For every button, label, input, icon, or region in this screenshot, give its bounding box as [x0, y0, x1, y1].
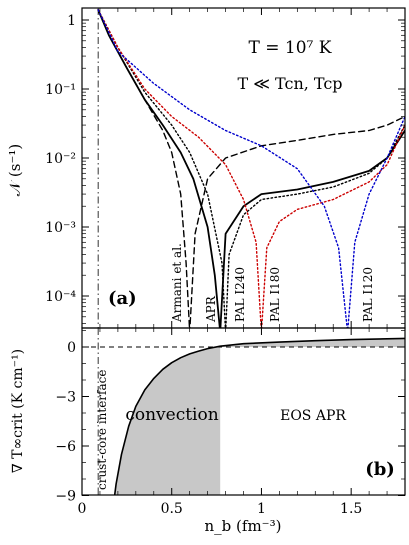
y-tick-label-a-4: 10⁻⁴: [45, 289, 76, 305]
y-tick-label-b-0: 0: [67, 340, 76, 356]
gradient-curve: [113, 337, 405, 495]
y-tick-label-a-3: 10⁻³: [45, 220, 76, 236]
y-tick-label-a-1: 10⁻¹: [45, 82, 76, 98]
series-line-3: [97, 9, 405, 328]
temperature-condition-annotation: T ≪ Tcn, Tcp: [237, 74, 342, 93]
y-tick-label-a-2: 10⁻²: [45, 151, 76, 167]
series-label-pal-i120: PAL I120: [361, 267, 375, 322]
convection-label: convection: [125, 405, 218, 425]
panel-a: 1 10⁻¹ 10⁻² 10⁻³ 10⁻⁴ T = 10⁷ K T ≪ Tcn, Tcp…: [6, 7, 406, 329]
panel-a-x-ticks: [81, 8, 388, 328]
panel-b-label: (b): [365, 459, 395, 480]
y-tick-label-a-0: 1: [67, 13, 76, 29]
x-tick-label-0: 0: [78, 501, 87, 517]
series-label-apr: APR: [204, 295, 218, 323]
x-tick-label-3: 1.5: [340, 501, 362, 517]
panel-b-shading: [82, 328, 405, 495]
series-label-pal-i240: PAL I240: [233, 267, 247, 322]
crust-core-interface-label: crust-core interface: [95, 370, 109, 490]
y-tick-label-b-3: −9: [55, 489, 76, 505]
panel-a-label: (a): [108, 288, 137, 309]
x-tick-label-1: 0.5: [161, 501, 183, 517]
eos-label: EOS APR: [280, 408, 346, 424]
panel-a-y-ticks: 1 10⁻¹ 10⁻² 10⁻³ 10⁻⁴: [45, 13, 405, 324]
y-tick-label-b-1: −3: [55, 390, 76, 406]
temperature-annotation: T = 10⁷ K: [249, 38, 332, 58]
stable-band: [220, 338, 405, 347]
panel-b-series: [113, 337, 405, 495]
panel-b-y-axis-label: ∇ T∞crit (K cm⁻¹): [10, 349, 26, 473]
x-axis-label: n_b (fm⁻³): [205, 517, 282, 535]
panel-a-y-axis-label: 𝒩 (s⁻¹): [6, 144, 24, 196]
x-tick-label-2: 1: [257, 501, 266, 517]
panel-b: 0 −3 −6 −9 0 0.5 1 1.5 convection EOS APR crus…: [10, 327, 406, 535]
panel-a-series: [97, 8, 405, 328]
convection-region: [114, 346, 221, 495]
series-label-armani: Armani et al.: [170, 243, 184, 323]
series-line-4: [97, 9, 405, 328]
y-tick-label-b-2: −6: [55, 439, 76, 455]
panel-b-x-ticks: 0 0.5 1 1.5: [78, 328, 388, 517]
series-line-1: [97, 8, 405, 328]
panel-b-y-ticks: 0 −3 −6 −9: [55, 330, 405, 505]
series-line-2: [97, 9, 405, 328]
series-line-0: [97, 9, 405, 328]
series-label-pal-i180: PAL I180: [268, 267, 282, 322]
